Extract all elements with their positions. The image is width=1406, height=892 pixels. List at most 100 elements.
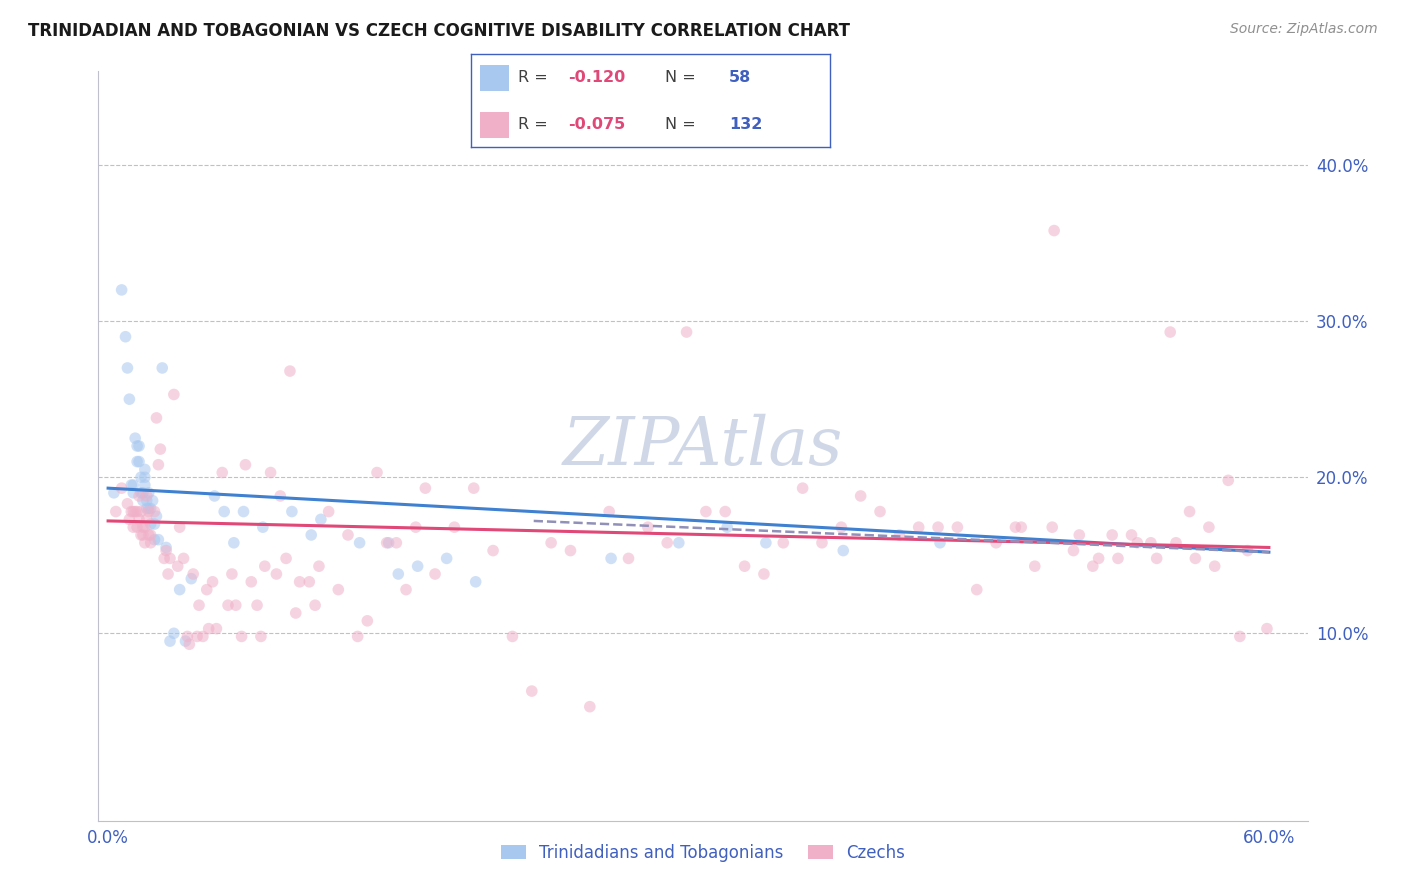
Text: Source: ZipAtlas.com: Source: ZipAtlas.com [1230, 22, 1378, 37]
Point [1140, 535, 1163, 549]
Point [169, 520, 191, 534]
Point [129, 505, 152, 519]
Point [1081, 559, 1104, 574]
Point [675, 325, 697, 339]
Point [148, 458, 170, 472]
Point [120, 505, 142, 519]
Point [482, 543, 505, 558]
Point [792, 481, 814, 495]
Point [436, 551, 458, 566]
Point [139, 501, 162, 516]
Text: 58: 58 [730, 70, 751, 86]
Point [637, 520, 659, 534]
Point [139, 528, 162, 542]
Point [138, 501, 160, 516]
Point [1256, 622, 1278, 636]
Point [143, 533, 166, 547]
Point [163, 387, 186, 401]
Point [299, 528, 322, 542]
Point [464, 574, 486, 589]
Point [132, 485, 155, 500]
Point [129, 485, 152, 500]
Point [405, 520, 427, 534]
Point [129, 470, 152, 484]
Point [138, 505, 160, 519]
Text: ZIPAtlas: ZIPAtlas [562, 413, 844, 479]
Point [111, 481, 134, 495]
Point [205, 622, 228, 636]
Text: N =: N = [665, 70, 700, 86]
Point [657, 535, 679, 549]
Point [222, 535, 245, 549]
Point [173, 551, 195, 566]
Point [714, 505, 737, 519]
Point [308, 559, 330, 574]
Point [811, 535, 834, 549]
Point [385, 535, 408, 549]
Point [118, 512, 141, 526]
Point [598, 505, 620, 519]
Point [118, 392, 141, 407]
Point [240, 574, 263, 589]
Point [128, 512, 150, 526]
Point [375, 535, 398, 549]
Point [201, 574, 224, 589]
Point [212, 505, 235, 519]
Point [139, 517, 162, 532]
Bar [479, 112, 509, 138]
Point [111, 283, 134, 297]
Point [253, 559, 276, 574]
Point [1010, 520, 1032, 534]
Point [138, 485, 160, 500]
Point [197, 622, 219, 636]
Point [266, 567, 288, 582]
Point [124, 505, 146, 519]
Point [217, 599, 239, 613]
Point [869, 505, 891, 519]
Point [716, 520, 738, 534]
Point [181, 567, 204, 582]
Point [560, 543, 582, 558]
Point [520, 684, 543, 698]
Point [259, 466, 281, 480]
Point [117, 361, 139, 376]
Point [124, 431, 146, 445]
Point [1069, 528, 1091, 542]
Point [406, 559, 429, 574]
Point [540, 535, 562, 549]
Point [284, 606, 307, 620]
Point [318, 505, 340, 519]
Point [150, 361, 173, 376]
Point [337, 528, 360, 542]
Point [132, 528, 155, 542]
Point [288, 574, 311, 589]
Point [579, 699, 602, 714]
Point [166, 559, 188, 574]
Point [734, 559, 756, 574]
Point [127, 455, 149, 469]
Point [1024, 559, 1046, 574]
Point [366, 466, 388, 480]
Point [281, 505, 304, 519]
Point [346, 630, 368, 644]
Point [122, 520, 145, 534]
Point [114, 330, 136, 344]
Point [232, 505, 254, 519]
Point [145, 411, 167, 425]
Point [174, 634, 197, 648]
Point [1146, 551, 1168, 566]
Point [142, 493, 165, 508]
Text: R =: R = [517, 70, 553, 86]
Point [443, 520, 465, 534]
Point [1184, 551, 1206, 566]
Point [309, 512, 332, 526]
Text: N =: N = [665, 117, 700, 132]
Point [120, 478, 142, 492]
Point [129, 528, 152, 542]
Point [235, 458, 257, 472]
Point [387, 567, 409, 582]
Point [134, 478, 156, 492]
Point [127, 520, 149, 534]
Point [180, 572, 202, 586]
Point [252, 520, 274, 534]
